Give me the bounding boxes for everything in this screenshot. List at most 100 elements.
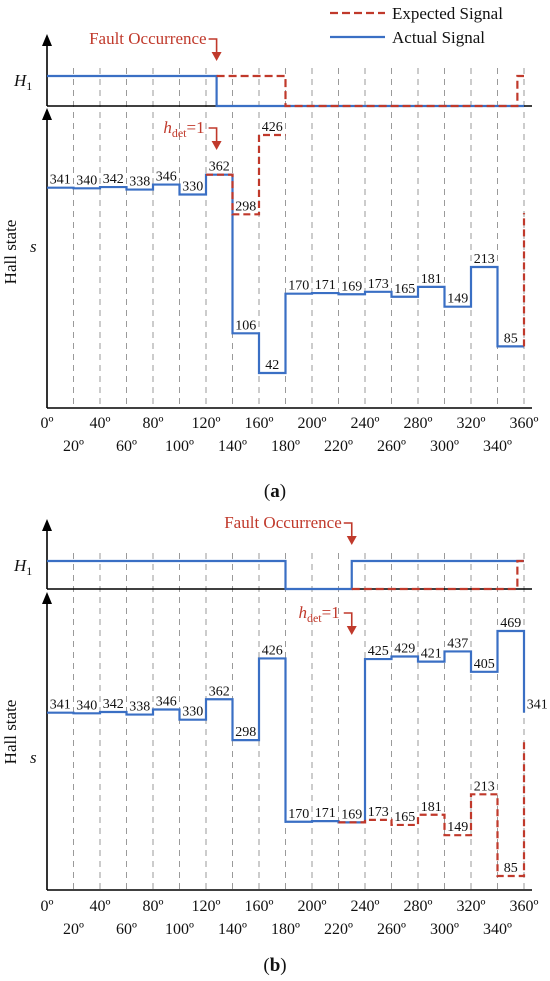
step-value-label: 421: [421, 647, 442, 662]
hdet-arrow-head: [346, 626, 357, 635]
step-value-label: 340: [76, 173, 97, 188]
step-value-label: 173: [368, 805, 389, 820]
step-value-label: 149: [447, 820, 468, 835]
x-tick-label: 20º: [63, 438, 84, 455]
step-value-label: 340: [76, 698, 97, 713]
step-value-label: 171: [315, 806, 336, 821]
x-tick-label: 160º: [245, 415, 274, 432]
step-value-label: 341: [527, 698, 548, 713]
s-symbol: s: [30, 237, 37, 256]
x-tick-label: 360º: [510, 898, 539, 915]
x-tick-label: 120º: [192, 415, 221, 432]
x-tick-label: 240º: [351, 898, 380, 915]
hdet-arrow-line: [208, 127, 218, 143]
x-tick-label: 60º: [116, 921, 137, 938]
h1-expected-line: [351, 559, 524, 591]
fault-occurrence-label: Fault Occurrence: [89, 29, 207, 48]
x-tick-label: 280º: [404, 898, 433, 915]
x-tick-label: 100º: [165, 438, 194, 455]
h1-label: H1: [13, 556, 32, 578]
step-value-label: 106: [235, 318, 256, 333]
legend-expected-label: Expected Signal: [392, 4, 503, 23]
x-tick-label: 140º: [218, 438, 247, 455]
step-value-label: 346: [156, 694, 177, 709]
x-tick-label: 20º: [63, 921, 84, 938]
step-value-label: 362: [209, 160, 230, 175]
step-value-label: 171: [315, 278, 336, 293]
legend: Expected Signal Actual Signal: [330, 4, 503, 47]
step-value-label: 173: [368, 277, 389, 292]
s-symbol: s: [30, 748, 37, 767]
x-tick-label: 260º: [377, 921, 406, 938]
step-value-label: 330: [182, 705, 203, 720]
h1-label: H1: [13, 71, 32, 93]
x-tick-label: 300º: [430, 921, 459, 938]
step-value-label: 165: [394, 810, 415, 825]
step-value-label: 298: [235, 199, 256, 214]
step-value-label: 338: [129, 175, 150, 190]
x-tick-label: 200º: [298, 898, 327, 915]
step-value-label: 426: [262, 643, 283, 658]
s-y-axis-arrow: [42, 108, 52, 120]
step-value-label: 169: [341, 279, 362, 294]
hdet-label: hdet=1: [163, 118, 204, 140]
step-value-label: 170: [288, 279, 309, 294]
step-value-label: 42: [265, 358, 279, 373]
step-value-label: 330: [182, 180, 203, 195]
x-tick-label: 180º: [271, 438, 300, 455]
step-value-label: 341: [50, 173, 71, 188]
h1-y-axis-arrow: [42, 34, 52, 46]
step-value-label: 85: [504, 861, 518, 876]
step-value-label: 181: [421, 272, 442, 287]
step-value-label: 425: [368, 644, 389, 659]
step-value-label: 181: [421, 800, 442, 815]
h1-y-axis-arrow: [42, 519, 52, 531]
actual-signal-line: [47, 629, 526, 824]
panel-a: H1 Fault Occurrence Hall state s hdet=1 341 34…: [1, 29, 539, 502]
x-tick-label: 300º: [430, 438, 459, 455]
hdet-arrow-head: [211, 141, 222, 150]
x-tick-label: 260º: [377, 438, 406, 455]
x-tick-label: 140º: [218, 921, 247, 938]
expected-signal-line: [338, 738, 526, 878]
x-tick-label: 0º: [41, 898, 54, 915]
panel-label: (b): [263, 955, 286, 976]
step-value-label: 469: [500, 616, 521, 631]
fault-arrow-head: [211, 52, 222, 61]
x-tick-label: 280º: [404, 415, 433, 432]
x-tick-label: 120º: [192, 898, 221, 915]
x-tick-label: 180º: [271, 921, 300, 938]
fault-arrow-head: [346, 536, 357, 545]
s-axis-title: Hall state: [1, 220, 20, 285]
s-axis-title: Hall state: [1, 700, 20, 765]
h1-expected-line: [216, 74, 524, 108]
panel-label: (a): [264, 481, 286, 502]
x-tick-label: 60º: [116, 438, 137, 455]
step-value-label: 405: [474, 657, 495, 672]
step-value-label: 213: [474, 779, 495, 794]
x-tick-label: 220º: [324, 921, 353, 938]
step-value-label: 338: [129, 700, 150, 715]
x-tick-label: 80º: [143, 415, 164, 432]
step-value-label: 165: [394, 282, 415, 297]
hdet-label: hdet=1: [298, 603, 339, 625]
step-value-label: 85: [504, 331, 518, 346]
x-tick-label: 320º: [457, 898, 486, 915]
x-tick-label: 40º: [90, 898, 111, 915]
x-tick-label: 100º: [165, 921, 194, 938]
fault-occurrence-label: Fault Occurrence: [224, 513, 342, 532]
x-tick-label: 240º: [351, 415, 380, 432]
step-value-label: 169: [341, 807, 362, 822]
panel-b: H1 Fault Occurrence Hall state s hdet=1 341 34…: [1, 513, 548, 976]
x-tick-label: 320º: [457, 415, 486, 432]
step-value-label: 341: [50, 698, 71, 713]
step-value-label: 426: [262, 120, 283, 135]
x-tick-label: 340º: [483, 921, 512, 938]
step-value-label: 437: [447, 636, 468, 651]
h1-actual-line: [47, 559, 524, 591]
step-value-label: 342: [103, 697, 124, 712]
x-tick-label: 220º: [324, 438, 353, 455]
actual-signal-line: [47, 173, 524, 375]
hdet-arrow-line: [343, 612, 353, 628]
